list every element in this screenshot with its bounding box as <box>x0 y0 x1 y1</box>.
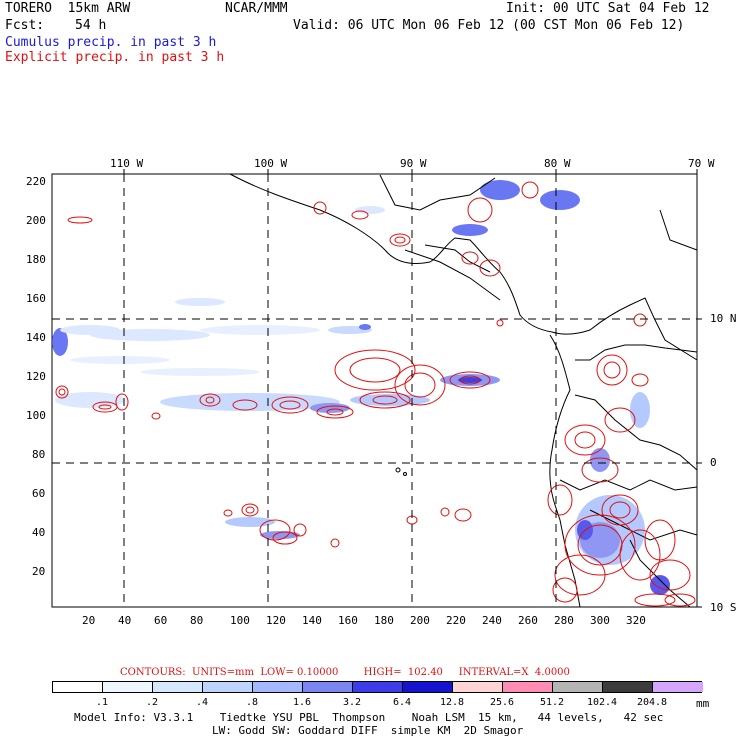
model-info-line2: LW: Godd SW: Goddard DIFF simple KM 2D S… <box>212 724 524 737</box>
legend-swatch <box>603 682 653 692</box>
legend-label: 51.2 <box>539 697 565 708</box>
lat-lon-gridlines <box>52 174 697 607</box>
y-tick: 60 <box>32 487 46 500</box>
legend-swatch <box>103 682 153 692</box>
x-tick: 260 <box>518 614 538 627</box>
legend-swatch <box>403 682 453 692</box>
lat-label-10n: 10 N <box>710 312 737 325</box>
y-tick: 220 <box>26 175 46 188</box>
x-tick: 300 <box>590 614 610 627</box>
legend-swatch <box>153 682 203 692</box>
lat-label-0: 0 <box>710 456 717 469</box>
x-tick: 160 <box>338 614 358 627</box>
valid-time: Valid: 06 UTC Mon 06 Feb 12 (00 CST Mon … <box>293 18 685 33</box>
x-tick: 180 <box>374 614 394 627</box>
legend-label: 25.6 <box>489 697 515 708</box>
x-tick: 220 <box>446 614 466 627</box>
legend-swatch <box>253 682 303 692</box>
lon-label-110w: 110 W <box>110 157 144 170</box>
legend-swatch <box>653 682 703 692</box>
legend-swatch <box>453 682 503 692</box>
x-tick: 140 <box>302 614 322 627</box>
explicit-legend-title: Explicit precip. in past 3 h <box>5 50 225 65</box>
explicit-precip-contours <box>55 181 696 607</box>
forecast-label: Fcst: <box>5 18 45 33</box>
y-tick: 200 <box>26 214 46 227</box>
x-tick: 240 <box>482 614 502 627</box>
y-tick: 140 <box>26 331 46 344</box>
y-tick: 160 <box>26 292 46 305</box>
x-tick: 80 <box>190 614 204 627</box>
top-ticks <box>123 169 702 608</box>
model-title: TORERO 15km ARW <box>5 1 131 16</box>
precip-color-legend <box>52 681 703 693</box>
legend-swatch <box>353 682 403 692</box>
x-tick: 20 <box>82 614 96 627</box>
legend-label: 12.8 <box>439 697 465 708</box>
y-tick: 20 <box>32 565 46 578</box>
legend-label: 204.8 <box>636 697 668 708</box>
y-tick: 100 <box>26 409 46 422</box>
legend-label: 1.6 <box>292 697 312 708</box>
contours-info: CONTOURS: UNITS=mm LOW= 0.10000 HIGH= 10… <box>120 667 570 678</box>
legend-swatch <box>553 682 603 692</box>
legend-label: .1 <box>95 697 109 708</box>
lon-label-80w: 80 W <box>544 157 571 170</box>
legend-swatch <box>53 682 103 692</box>
legend-label: .8 <box>245 697 259 708</box>
legend-label: .2 <box>145 697 159 708</box>
y-tick: 80 <box>32 448 46 461</box>
coastlines <box>229 173 698 608</box>
x-tick: 120 <box>266 614 286 627</box>
legend-label: .4 <box>195 697 209 708</box>
x-tick: 280 <box>554 614 574 627</box>
legend-swatch <box>203 682 253 692</box>
y-tick: 40 <box>32 526 46 539</box>
legend-swatch <box>303 682 353 692</box>
legend-label: 3.2 <box>342 697 362 708</box>
y-tick: 180 <box>26 253 46 266</box>
forecast-hours: 54 h <box>75 18 107 33</box>
lon-label-90w: 90 W <box>400 157 427 170</box>
lat-label-10s: 10 S <box>710 601 737 614</box>
model-info-line1: Model Info: V3.3.1 Tiedtke YSU PBL Thomp… <box>74 711 664 724</box>
x-tick: 100 <box>230 614 250 627</box>
legend-label: 102.4 <box>586 697 618 708</box>
org-label: NCAR/MMM <box>225 1 288 16</box>
legend-label: 6.4 <box>392 697 412 708</box>
x-tick: 40 <box>118 614 132 627</box>
legend-swatch <box>503 682 553 692</box>
x-tick: 320 <box>626 614 646 627</box>
lon-label-100w: 100 W <box>254 157 288 170</box>
x-tick: 60 <box>154 614 168 627</box>
init-time: Init: 00 UTC Sat 04 Feb 12 <box>506 1 710 16</box>
cumulus-legend-title: Cumulus precip. in past 3 h <box>5 35 217 50</box>
legend-unit: mm <box>696 697 710 710</box>
lon-label-70w: 70 W <box>688 157 715 170</box>
y-tick: 120 <box>26 370 46 383</box>
x-tick: 200 <box>410 614 430 627</box>
